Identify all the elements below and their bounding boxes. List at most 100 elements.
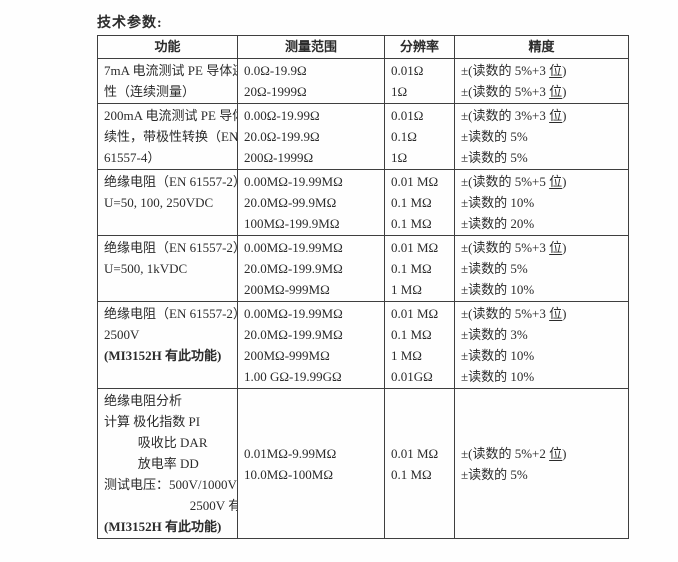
accuracy-cell: ±(读数的 5%+3 位) ±(读数的 5%+3 位) xyxy=(454,58,629,104)
range-line: 0.00MΩ-19.99MΩ xyxy=(244,174,343,189)
accuracy-line: ±读数的 20% xyxy=(461,216,535,231)
function-line: U=500, 1kVDC xyxy=(104,261,188,276)
accuracy-line: ±读数的 10% xyxy=(461,282,535,297)
accuracy-line: ±读数的 10% xyxy=(461,348,535,363)
function-line: 绝缘电阻（EN 61557-2） xyxy=(104,306,238,321)
accuracy-line: ±读数的 5% xyxy=(461,150,528,165)
accuracy-line: ±(读数的 5%+3 位) xyxy=(461,84,567,99)
range-cell: 0.00MΩ-19.99MΩ 20.0MΩ-199.9MΩ 200MΩ-999MΩ 1… xyxy=(237,301,385,389)
range-cell: 0.00Ω-19.99Ω 20.0Ω-199.9Ω 200Ω-1999Ω xyxy=(237,103,385,170)
function-line: (MI3152H 有此功能) xyxy=(104,519,222,534)
page-title: 技术参数: xyxy=(97,16,163,31)
range-cell: 0.00MΩ-19.99MΩ 20.0MΩ-199.9MΩ 200MΩ-999MΩ xyxy=(237,235,385,302)
function-line: 7mA 电流测试 PE 导体连续 xyxy=(104,63,237,78)
range-line: 20.0Ω-199.9Ω xyxy=(244,129,320,144)
range-line: 200MΩ-999MΩ xyxy=(244,348,330,363)
underlined-digits-label: 位 xyxy=(549,63,563,78)
function-cell: 200mA 电流测试 PE 导体连续性，带极性转换（EN 61557-4） xyxy=(97,103,238,170)
resolution-line: 1 MΩ xyxy=(391,282,422,297)
accuracy-line: ±(读数的 5%+3 位) xyxy=(461,63,567,78)
function-cell: 绝缘电阻（EN 61557-2） U=50, 100, 250VDC xyxy=(97,169,238,236)
function-line: 计算 极化指数 PI xyxy=(104,414,201,429)
function-line: 吸收比 DAR xyxy=(137,435,208,450)
table-row: 200mA 电流测试 PE 导体连续性，带极性转换（EN 61557-4） 0.00… xyxy=(97,103,629,170)
function-cell: 绝缘电阻分析计算 极化指数 PI 吸收比 DAR 放电率 DD 测试电压：500V/1… xyxy=(97,388,238,539)
resolution-line: 0.1 MΩ xyxy=(391,466,432,482)
range-line: 0.00Ω-19.99Ω xyxy=(244,108,320,123)
resolution-line: 0.01 MΩ xyxy=(391,445,439,461)
accuracy-line: ±(读数的 5%+2 位) xyxy=(461,445,567,461)
underlined-digits-label: 位 xyxy=(549,174,563,189)
range-cell: 0.01MΩ-9.99MΩ 10.0MΩ-100MΩ xyxy=(237,388,385,539)
resolution-line: 1Ω xyxy=(391,84,408,99)
table-row: 绝缘电阻（EN 61557-2） U=50, 100, 250VDC 0.00MΩ-… xyxy=(97,169,629,236)
function-line: 61557-4） xyxy=(104,150,161,165)
resolution-line: 0.1Ω xyxy=(391,129,417,144)
range-line: 200MΩ-999MΩ xyxy=(244,282,330,297)
function-line: 性（连续测量） xyxy=(104,84,196,99)
accuracy-line: ±(读数的 5%+3 位) xyxy=(461,240,567,255)
function-line: 绝缘电阻（EN 61557-2） xyxy=(104,240,238,255)
underlined-digits-label: 位 xyxy=(549,306,563,321)
header-row: 功能 测量范围 分辨率 精度 xyxy=(97,35,629,59)
col-header-function: 功能 xyxy=(97,35,238,59)
spec-table: 功能 测量范围 分辨率 精度 7mA 电流测试 PE 导体连续性（连续测量） 0.… xyxy=(97,35,629,539)
range-cell: 0.00MΩ-19.99MΩ 20.0MΩ-99.9MΩ 100MΩ-199.9MΩ xyxy=(237,169,385,236)
accuracy-line: ±读数的 5% xyxy=(461,129,528,144)
range-line: 0.01MΩ-9.99MΩ xyxy=(244,445,337,461)
range-line: 10.0MΩ-100MΩ xyxy=(244,466,334,482)
range-line: 20.0MΩ-199.9MΩ xyxy=(244,327,343,342)
table-row: 绝缘电阻（EN 61557-2） U=500, 1kVDC 0.00MΩ-19.99… xyxy=(97,235,629,302)
resolution-cell: 0.01Ω 1Ω xyxy=(384,58,455,104)
range-line: 0.00MΩ-19.99MΩ xyxy=(244,240,343,255)
underlined-digits-label: 位 xyxy=(549,445,563,461)
accuracy-cell: ±(读数的 5%+3 位) ±读数的 3% ±读数的 10% ±读数的 10% xyxy=(454,301,629,389)
underlined-digits-label: 位 xyxy=(549,108,563,123)
resolution-line: 0.01GΩ xyxy=(391,369,433,384)
range-line: 20.0MΩ-99.9MΩ xyxy=(244,195,337,210)
function-line: 绝缘电阻分析 xyxy=(104,393,183,408)
range-line: 20Ω-1999Ω xyxy=(244,84,307,99)
resolution-line: 1 MΩ xyxy=(391,348,422,363)
resolution-cell: 0.01 MΩ 0.1 MΩ xyxy=(384,388,455,539)
range-line: 1.00 GΩ-19.99GΩ xyxy=(244,369,342,384)
resolution-cell: 0.01 MΩ 0.1 MΩ 1 MΩ 0.01GΩ xyxy=(384,301,455,389)
accuracy-line: ±(读数的 5%+5 位) xyxy=(461,174,567,189)
resolution-line: 0.01 MΩ xyxy=(391,306,439,321)
underlined-digits-label: 位 xyxy=(549,240,563,255)
resolution-cell: 0.01 MΩ 0.1 MΩ 0.1 MΩ xyxy=(384,169,455,236)
accuracy-line: ±读数的 3% xyxy=(461,327,528,342)
function-line: 放电率 DD xyxy=(137,456,199,471)
function-line: 2500V 有效 xyxy=(189,498,237,513)
accuracy-line: ±读数的 10% xyxy=(461,195,535,210)
col-header-range: 测量范围 xyxy=(237,35,385,59)
resolution-cell: 0.01 MΩ 0.1 MΩ 1 MΩ xyxy=(384,235,455,302)
function-line: 续性，带极性转换（EN xyxy=(104,129,238,144)
function-line: 200mA 电流测试 PE 导体连 xyxy=(104,108,237,123)
resolution-line: 0.01 MΩ xyxy=(391,240,439,255)
function-line: (MI3152H 有此功能) xyxy=(104,348,222,363)
table-row: 绝缘电阻分析计算 极化指数 PI 吸收比 DAR 放电率 DD 测试电压：500V/1… xyxy=(97,388,629,539)
resolution-cell: 0.01Ω 0.1Ω 1Ω xyxy=(384,103,455,170)
accuracy-line: ±读数的 10% xyxy=(461,369,535,384)
underlined-digits-label: 位 xyxy=(549,84,563,99)
accuracy-line: ±读数的 5% xyxy=(461,466,528,482)
col-header-resolution: 分辨率 xyxy=(384,35,455,59)
resolution-line: 0.1 MΩ xyxy=(391,195,432,210)
range-line: 0.00MΩ-19.99MΩ xyxy=(244,306,343,321)
function-line: U=50, 100, 250VDC xyxy=(104,195,214,210)
accuracy-cell: ±(读数的 5%+5 位) ±读数的 10% ±读数的 20% xyxy=(454,169,629,236)
accuracy-line: ±(读数的 5%+3 位) xyxy=(461,306,567,321)
accuracy-cell: ±(读数的 5%+3 位) ±读数的 5% ±读数的 10% xyxy=(454,235,629,302)
function-line: 2500V xyxy=(104,327,140,342)
range-cell: 0.0Ω-19.9Ω 20Ω-1999Ω xyxy=(237,58,385,104)
accuracy-cell: ±(读数的 3%+3 位) ±读数的 5% ±读数的 5% xyxy=(454,103,629,170)
resolution-line: 0.01 MΩ xyxy=(391,174,439,189)
function-line: 绝缘电阻（EN 61557-2） xyxy=(104,174,238,189)
range-line: 100MΩ-199.9MΩ xyxy=(244,216,340,231)
function-line: 测试电压：500V/1000V/ xyxy=(104,477,238,492)
spec-table-head: 功能 测量范围 分辨率 精度 xyxy=(97,35,629,59)
resolution-line: 0.1 MΩ xyxy=(391,261,432,276)
table-row: 7mA 电流测试 PE 导体连续性（连续测量） 0.0Ω-19.9Ω 20Ω-199… xyxy=(97,58,629,104)
